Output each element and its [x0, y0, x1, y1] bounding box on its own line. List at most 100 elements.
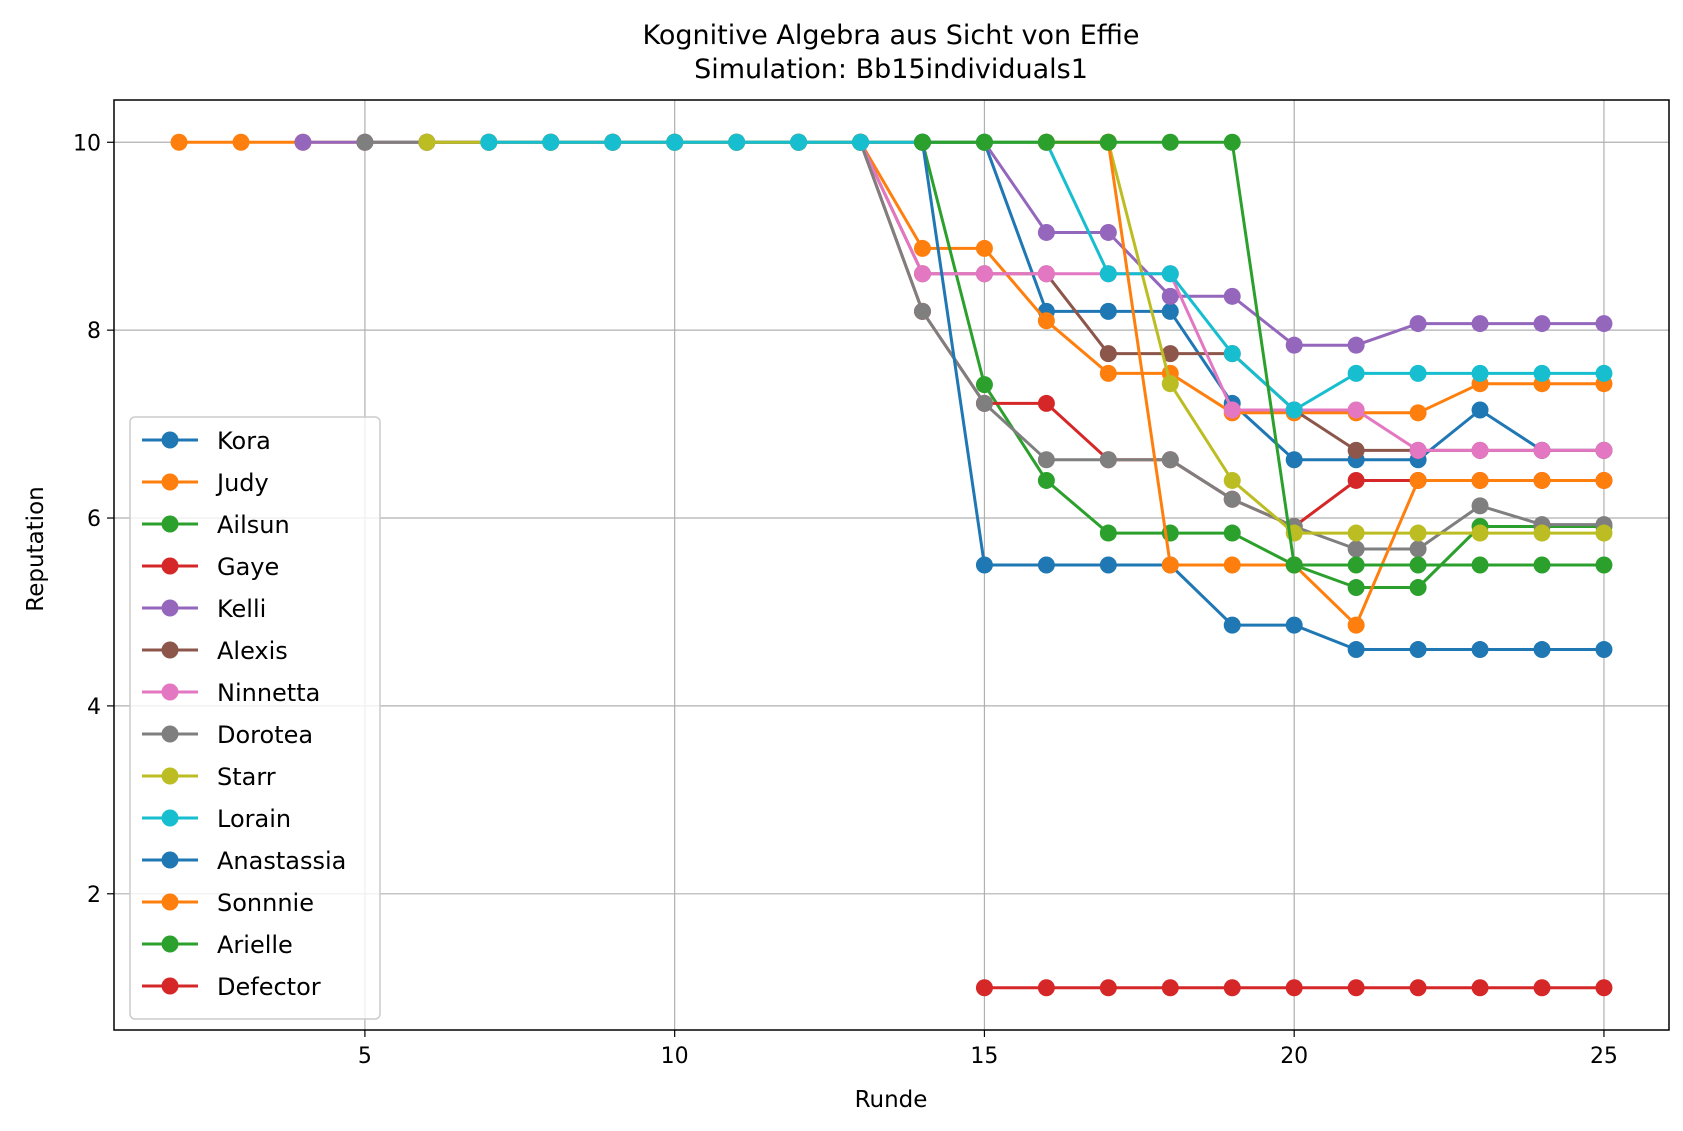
legend-entry-gaye: Gaye: [142, 553, 279, 581]
legend-label-kelli: Kelli: [217, 595, 266, 623]
data-point-lorain: [666, 133, 684, 151]
data-point-anastassia: [1223, 616, 1241, 634]
data-point-defector: [1161, 979, 1179, 997]
data-point-ailsun: [1223, 524, 1241, 542]
data-point-ailsun: [1347, 579, 1365, 597]
data-point-dorotea: [356, 133, 374, 151]
data-point-gaye: [1037, 394, 1055, 412]
legend-label-arielle: Arielle: [217, 931, 293, 959]
data-point-kelli: [1223, 287, 1241, 305]
legend-label-ailsun: Ailsun: [217, 511, 290, 539]
data-point-defector: [975, 979, 993, 997]
data-point-alexis: [1161, 345, 1179, 363]
data-point-anastassia: [1347, 641, 1365, 659]
data-point-ailsun: [1037, 471, 1055, 489]
data-point-starr: [1533, 524, 1551, 542]
legend-label-ninnetta: Ninnetta: [217, 679, 320, 707]
data-point-kora: [1471, 401, 1489, 419]
x-tick-label: 15: [970, 1044, 998, 1069]
data-point-arielle: [1285, 556, 1303, 574]
legend-entry-ninnetta: Ninnetta: [142, 679, 320, 707]
legend-entry-starr: Starr: [142, 763, 276, 791]
legend-marker-lorain: [161, 809, 179, 827]
data-point-sonnnie: [1533, 471, 1551, 489]
data-point-lorain: [1223, 345, 1241, 363]
data-point-dorotea: [913, 302, 931, 320]
data-point-judy: [913, 239, 931, 257]
legend-entry-ailsun: Ailsun: [142, 511, 290, 539]
data-point-dorotea: [1471, 497, 1489, 515]
data-point-arielle: [913, 133, 931, 151]
data-point-defector: [1533, 979, 1551, 997]
data-point-gaye: [1347, 471, 1365, 489]
legend-marker-alexis: [161, 641, 179, 659]
x-tick-label: 20: [1280, 1044, 1308, 1069]
x-tick-label: 10: [661, 1044, 689, 1069]
data-point-dorotea: [975, 394, 993, 412]
data-point-defector: [1409, 979, 1427, 997]
data-point-judy: [1099, 364, 1117, 382]
legend-marker-gaye: [161, 557, 179, 575]
data-point-kelli: [1347, 336, 1365, 354]
legend-entry-anastassia: Anastassia: [142, 847, 346, 875]
legend-box: [129, 416, 381, 1020]
data-point-arielle: [1223, 133, 1241, 151]
legend-label-sonnnie: Sonnnie: [217, 889, 314, 917]
data-point-arielle: [975, 133, 993, 151]
legend-label-judy: Judy: [215, 469, 269, 497]
legend-label-kora: Kora: [217, 427, 271, 455]
data-point-lorain: [1595, 364, 1613, 382]
legend-label-starr: Starr: [217, 763, 276, 791]
data-point-lorain: [480, 133, 498, 151]
data-point-lorain: [852, 133, 870, 151]
legend-entry-defector: Defector: [142, 973, 321, 1001]
data-point-anastassia: [1595, 641, 1613, 659]
data-point-kelli: [1409, 315, 1427, 333]
data-point-defector: [1223, 979, 1241, 997]
legend-entry-judy: Judy: [142, 469, 269, 497]
legend-label-gaye: Gaye: [217, 553, 279, 581]
series-line-arielle: [922, 140, 1604, 567]
data-point-dorotea: [1347, 540, 1365, 558]
y-axis-label: Reputation: [23, 486, 49, 611]
data-point-starr: [1471, 524, 1489, 542]
data-point-ailsun: [975, 376, 993, 394]
data-point-arielle: [1037, 133, 1055, 151]
data-point-kelli: [1471, 315, 1489, 333]
data-point-ninnetta: [1409, 441, 1427, 459]
legend-label-anastassia: Anastassia: [217, 847, 346, 875]
y-tick-label: 6: [87, 507, 101, 532]
data-point-sonnnie: [1223, 556, 1241, 574]
data-point-kora: [1161, 302, 1179, 320]
data-point-dorotea: [1223, 490, 1241, 508]
data-point-defector: [1471, 979, 1489, 997]
data-point-kelli: [1533, 315, 1551, 333]
data-point-lorain: [1099, 265, 1117, 283]
legend-marker-ninnetta: [161, 683, 179, 701]
data-point-kelli: [294, 133, 312, 151]
legend-label-lorain: Lorain: [217, 805, 291, 833]
data-point-ninnetta: [1471, 441, 1489, 459]
chart-subtitle: Simulation: Bb15individuals1: [694, 54, 1088, 85]
data-point-ailsun: [1409, 579, 1427, 597]
data-point-kora: [1099, 302, 1117, 320]
data-point-starr: [1595, 524, 1613, 542]
data-point-lorain: [1471, 364, 1489, 382]
data-point-ninnetta: [913, 265, 931, 283]
data-point-sonnnie: [1471, 471, 1489, 489]
data-point-kelli: [1099, 223, 1117, 241]
data-point-defector: [1285, 979, 1303, 997]
legend-marker-kelli: [161, 599, 179, 617]
data-point-sonnnie: [1409, 471, 1427, 489]
data-point-sonnnie: [1161, 556, 1179, 574]
data-point-lorain: [790, 133, 808, 151]
data-point-starr: [1409, 524, 1427, 542]
data-point-sonnnie: [1347, 616, 1365, 634]
data-point-ninnetta: [1037, 265, 1055, 283]
chart-title: Kognitive Algebra aus Sicht von Effie: [642, 20, 1139, 51]
data-point-ninnetta: [1223, 401, 1241, 419]
data-point-arielle: [1533, 556, 1551, 574]
data-point-lorain: [542, 133, 560, 151]
y-tick-label: 2: [87, 883, 101, 908]
